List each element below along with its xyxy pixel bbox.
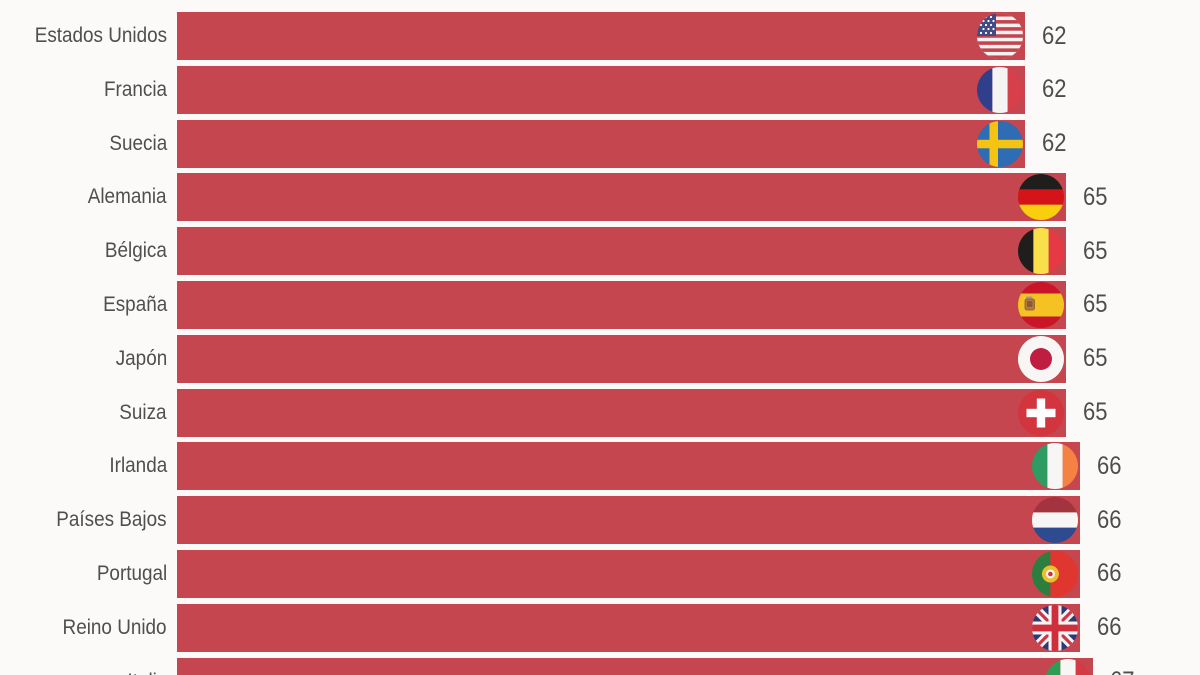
country-label-alemania: Alemania xyxy=(88,185,167,209)
bar-estados-unidos[interactable] xyxy=(177,12,1025,60)
bar-espana[interactable] xyxy=(177,280,1066,329)
flag-united-states-icon xyxy=(977,13,1023,59)
chart-row-japon: Japón 65 xyxy=(0,334,1200,383)
bar-irlanda[interactable] xyxy=(177,442,1080,491)
chart-row-suiza: Suiza 65 xyxy=(0,388,1200,437)
flag-belgium-icon xyxy=(1018,228,1064,275)
chart-row-estados-unidos: Estados Unidos xyxy=(0,12,1200,60)
bar-italia[interactable] xyxy=(177,657,1093,675)
flag-japan-icon xyxy=(1018,335,1064,382)
flag-italy-icon xyxy=(1045,658,1091,675)
chart-row-italia: Italia 67 xyxy=(0,657,1200,675)
flag-spain-icon xyxy=(1018,281,1064,328)
bar-reino-unido[interactable] xyxy=(177,603,1080,652)
chart-row-reino-unido: Reino Unido 66 xyxy=(0,603,1200,652)
value-label: 65 xyxy=(1083,290,1108,319)
country-label-estados-unidos: Estados Unidos xyxy=(34,24,167,47)
flag-ireland-icon xyxy=(1032,443,1078,490)
chart-row-irlanda: Irlanda 66 xyxy=(0,442,1200,491)
country-label-irlanda: Irlanda xyxy=(109,454,167,478)
chart-row-espana: España 65 xyxy=(0,280,1200,329)
country-label-suecia: Suecia xyxy=(109,131,167,155)
chart-row-portugal: Portugal 66 xyxy=(0,549,1200,598)
bar-francia[interactable] xyxy=(177,65,1025,114)
flag-united-kingdom-icon xyxy=(1032,604,1078,651)
value-label: 66 xyxy=(1097,505,1122,534)
value-label: 65 xyxy=(1083,236,1108,265)
bar-belgica[interactable] xyxy=(177,227,1066,276)
value-label: 62 xyxy=(1042,21,1067,50)
value-label: 67 xyxy=(1110,667,1138,675)
bar-portugal[interactable] xyxy=(177,549,1080,598)
value-label: 65 xyxy=(1083,398,1108,427)
flag-germany-icon xyxy=(1018,174,1064,221)
country-label-francia: Francia xyxy=(103,77,167,101)
chart-row-alemania: Alemania 65 xyxy=(0,173,1200,222)
country-label-italia: Italia xyxy=(0,670,177,675)
value-label: 62 xyxy=(1042,75,1067,104)
flag-switzerland-icon xyxy=(1018,389,1064,436)
value-label: 66 xyxy=(1097,613,1122,642)
value-label: 66 xyxy=(1097,559,1122,588)
country-label-suiza: Suiza xyxy=(119,400,167,424)
country-label-japon: Japón xyxy=(115,346,167,370)
value-label: 66 xyxy=(1097,451,1122,480)
chart-row-suecia: Suecia 62 xyxy=(0,119,1200,168)
chart-row-belgica: Bélgica 65 xyxy=(0,227,1200,276)
bar-paises-bajos[interactable] xyxy=(177,496,1080,545)
value-label: 65 xyxy=(1083,344,1108,373)
flag-france-icon xyxy=(977,66,1023,113)
flag-netherlands-icon xyxy=(1032,497,1078,544)
country-label-reino-unido: Reino Unido xyxy=(62,615,167,639)
flag-portugal-icon xyxy=(1032,550,1078,597)
chart-row-francia: Francia 62 xyxy=(0,65,1200,114)
value-label: 65 xyxy=(1083,182,1108,211)
chart-row-paises-bajos: Países Bajos 66 xyxy=(0,496,1200,545)
country-label-paises-bajos: Países Bajos xyxy=(56,508,167,532)
country-label-belgica: Bélgica xyxy=(104,239,167,263)
bar-suecia[interactable] xyxy=(177,119,1025,168)
flag-sweden-icon xyxy=(977,120,1023,167)
bar-suiza[interactable] xyxy=(177,388,1066,437)
bar-alemania[interactable] xyxy=(177,173,1066,222)
country-label-espana: España xyxy=(102,292,167,316)
bar-japon[interactable] xyxy=(177,334,1066,383)
country-label-portugal: Portugal xyxy=(96,561,167,585)
value-label: 62 xyxy=(1042,129,1067,158)
